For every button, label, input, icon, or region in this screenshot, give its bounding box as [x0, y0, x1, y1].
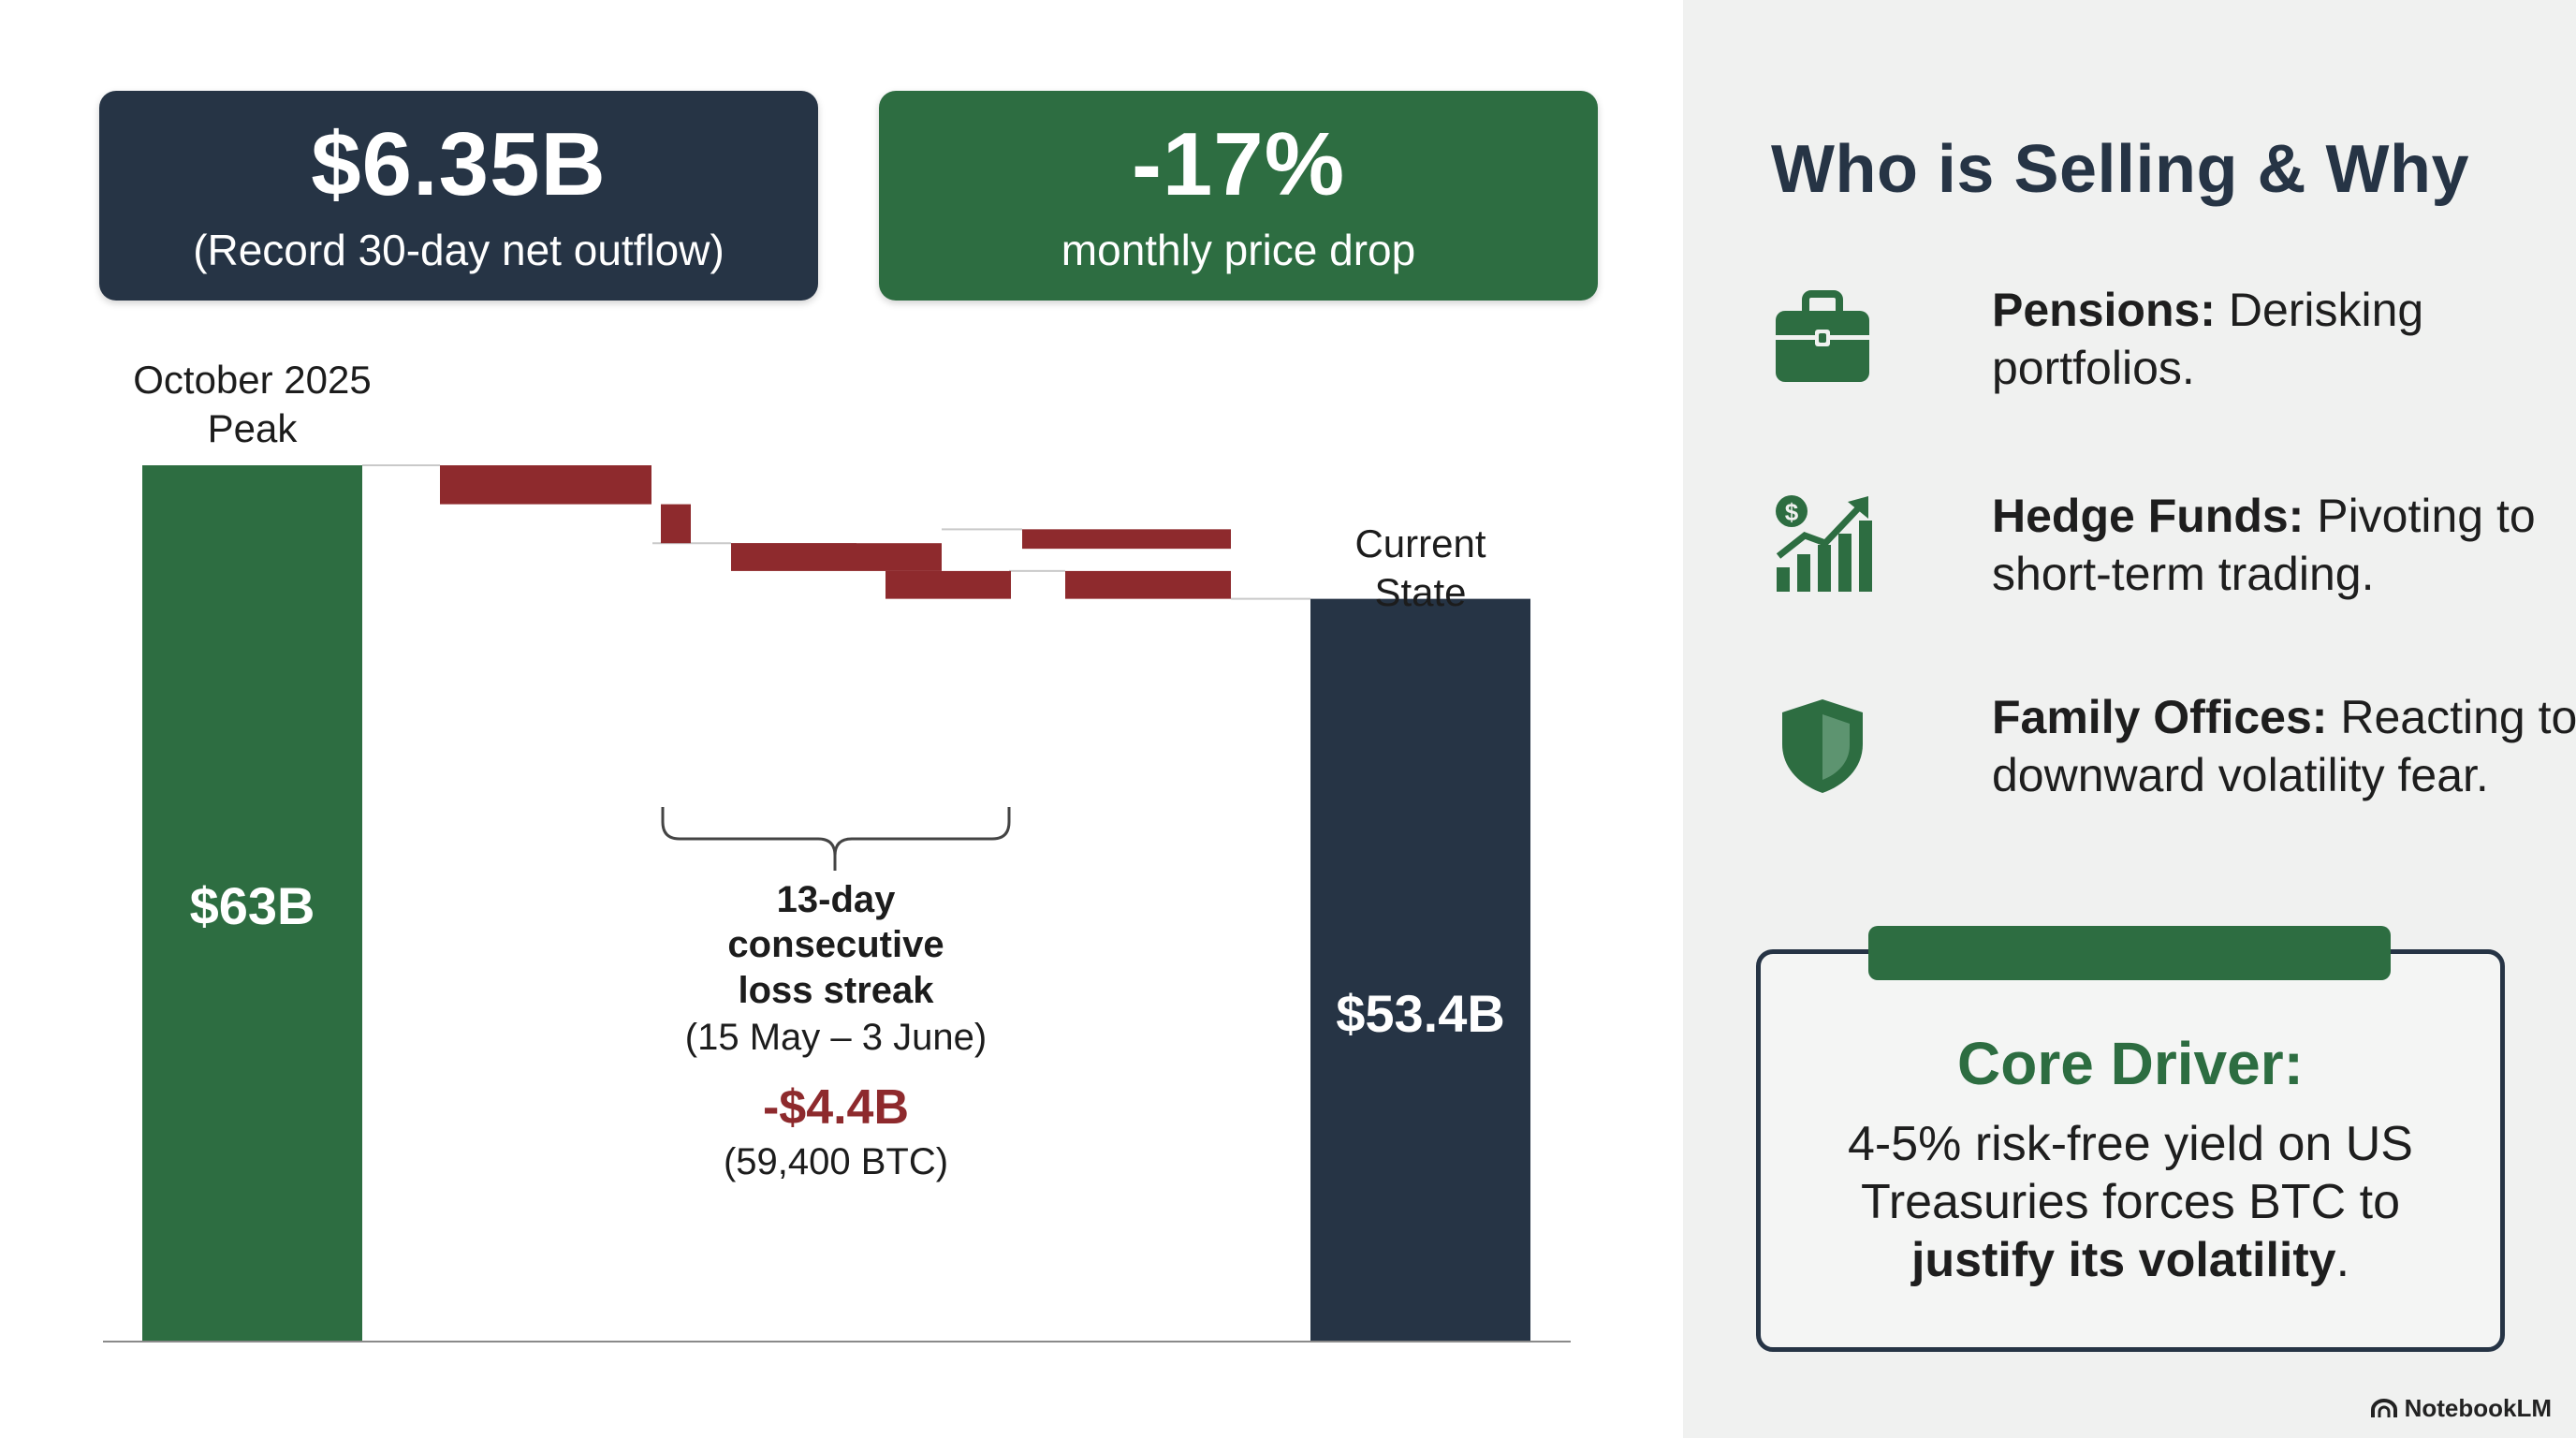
- current-label-line2: State: [1374, 570, 1466, 614]
- core-driver-body: 4-5% risk-free yield on US Treasuries fo…: [1848, 1117, 2413, 1287]
- loss-bar-5: [1022, 529, 1231, 550]
- streak-btc: (59,400 BTC): [724, 1141, 948, 1182]
- seller-family-offices-text: Family Offices: Reacting to downward vol…: [1992, 691, 2576, 801]
- streak-label-line2: consecutive: [727, 924, 944, 965]
- core-driver-title: Core Driver:: [1957, 1030, 2304, 1097]
- shield-icon: [1782, 699, 1863, 793]
- streak-dates: (15 May – 3 June): [685, 1017, 987, 1058]
- core-driver-tab: [1868, 926, 2391, 980]
- loss-bar-4: [886, 570, 1011, 599]
- streak-label-line1: 13-day: [777, 879, 896, 920]
- notebooklm-brand: NotebookLM: [2370, 1394, 2552, 1423]
- growth-chart-icon: $: [1776, 495, 1872, 592]
- outflow-stat-card: $6.35B (Record 30-day net outflow): [99, 91, 818, 301]
- briefcase-icon: [1776, 290, 1869, 382]
- outflow-label: (Record 30-day net outflow): [193, 226, 724, 274]
- loss-bar-0: [440, 465, 651, 505]
- outflow-value: $6.35B: [311, 114, 607, 214]
- svg-text:$: $: [1785, 498, 1799, 526]
- price-drop-label: monthly price drop: [1061, 226, 1416, 274]
- price-drop-stat-card: -17% monthly price drop: [879, 91, 1598, 301]
- seller-pensions-text: Pensions: Derisking portfolios.: [1992, 284, 2424, 394]
- loss-bar-6: [1065, 570, 1231, 599]
- loss-bar-1: [661, 504, 691, 544]
- price-drop-value: -17%: [1131, 114, 1346, 214]
- current-value-label: $53.4B: [1336, 984, 1505, 1043]
- sidebar-panel: Who is Selling & Why Pensions: Derisking…: [1683, 0, 2576, 1438]
- current-label-line1: Current: [1354, 521, 1486, 565]
- streak-amount: -$4.4B: [763, 1080, 909, 1135]
- peak-bar: [142, 465, 362, 1342]
- streak-label-line3: loss streak: [738, 970, 934, 1011]
- peak-value-label: $63B: [190, 876, 315, 935]
- streak-brace: [661, 807, 1011, 871]
- sidebar-title: Who is Selling & Why: [1771, 132, 2469, 207]
- chart-panel: $6.35B (Record 30-day net outflow) -17% …: [99, 91, 1598, 1343]
- core-driver-box: Core Driver: 4-5% risk-free yield on US …: [1756, 926, 2505, 1352]
- notebooklm-logo-icon: [2370, 1398, 2397, 1417]
- seller-hedge-funds-text: Hedge Funds: Pivoting to short-term trad…: [1992, 490, 2536, 600]
- current-bar: [1310, 598, 1530, 1342]
- loss-bar-3: [731, 543, 856, 565]
- brand-label: NotebookLM: [2404, 1394, 2552, 1422]
- peak-label-line1: October 2025: [133, 358, 372, 402]
- peak-label-line2: Peak: [208, 406, 299, 450]
